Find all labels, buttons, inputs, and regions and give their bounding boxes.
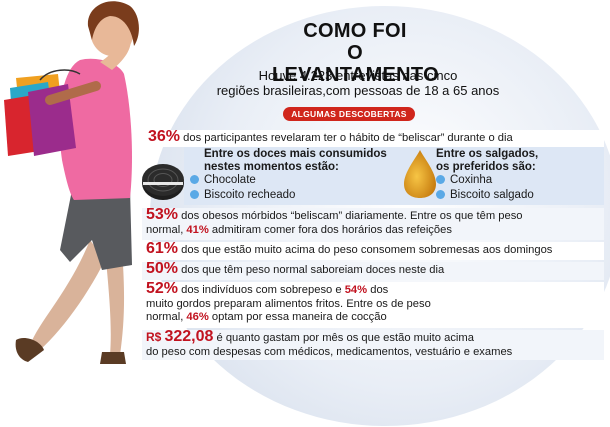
finding-text: dos obesos mórbidos “beliscam” diariamen… <box>178 210 523 222</box>
finding-monthly-spending: R$ 322,08 é quanto gastam por mês os que… <box>142 328 604 360</box>
section-badge: ALGUMAS DESCOBERTAS <box>283 107 415 121</box>
finding-sunday-desserts: 61% dos que estão muito acima do peso co… <box>142 240 604 260</box>
finding-text: é quanto gastam por mês os que estão mui… <box>213 332 474 344</box>
finding-value: 41% <box>186 223 209 236</box>
salty-title: Entre os salgados, os preferidos são: <box>436 148 538 173</box>
finding-text: normal, <box>146 223 187 236</box>
finding-text: normal, <box>146 311 187 323</box>
finding-normal-weight-sweets: 50% dos que têm peso normal saboreiam do… <box>142 260 604 280</box>
subtitle-line-2: regiões brasileiras,com pessoas de 18 a … <box>216 83 500 98</box>
finding-text: dos participantes revelaram ter o hábito… <box>180 132 513 144</box>
finding-value: 36% <box>148 128 181 145</box>
bullet-icon <box>436 190 445 199</box>
salty-item-label: Biscoito salgado <box>450 189 534 201</box>
list-item: Biscoito recheado <box>190 189 295 202</box>
finding-value: 50% <box>146 260 179 277</box>
finding-value: 53% <box>146 206 179 223</box>
page-title: COMO FOI O LEVANTAMENTO <box>272 20 439 86</box>
subtitle-line-1: Houve 4.223 entrevistas nas cinco <box>258 68 458 83</box>
sweets-item-label: Biscoito recheado <box>204 189 296 201</box>
finding-text: admitiram comer fora dos horários das re… <box>208 223 452 236</box>
finding-text: dos indivíduos com sobrepeso e <box>178 284 345 296</box>
finding-obese-snacking: 53% dos obesos mórbidos “beliscam” diari… <box>142 206 604 240</box>
list-item: Biscoito salgado <box>436 189 534 202</box>
finding-text: dos que estão muito acima do peso consom… <box>178 244 553 256</box>
sweets-title-line-2: nestes momentos estão: <box>204 160 339 173</box>
finding-value: 322,08 <box>164 328 214 345</box>
salty-title-line-1: Entre os salgados, <box>436 148 539 160</box>
preferred-foods-panel <box>184 147 604 205</box>
title-line-2: O LEVANTAMENTO <box>272 42 439 86</box>
finding-text: muito gordos preparam alimentos fritos. … <box>146 297 431 310</box>
sweets-item-label: Chocolate <box>204 174 256 186</box>
sweets-title-line-1: Entre os doces mais consumidos <box>204 148 387 160</box>
list-item: Coxinha <box>436 174 492 187</box>
bullet-icon <box>436 175 445 184</box>
finding-value: 46% <box>186 311 209 323</box>
cookie-icon <box>142 164 184 200</box>
bullet-icon <box>190 175 199 184</box>
sweets-title: Entre os doces mais consumidos nestes mo… <box>204 148 387 173</box>
finding-fried-food: 52% dos indivíduos com sobrepeso e 54% d… <box>142 280 604 328</box>
finding-text: dos <box>367 284 389 296</box>
finding-text: do peso com despesas com médicos, medica… <box>146 345 513 358</box>
bullet-icon <box>190 190 199 199</box>
currency-symbol: R$ <box>146 330 162 344</box>
finding-value: 54% <box>344 284 368 296</box>
finding-text: dos que têm peso normal saboreiam doces … <box>178 264 445 276</box>
coxinha-icon <box>404 150 436 198</box>
salty-title-line-2: os preferidos são: <box>436 160 536 173</box>
woman-with-shopping-bags-illustration <box>0 0 170 427</box>
list-item: Chocolate <box>190 174 256 187</box>
salty-item-label: Coxinha <box>450 174 493 186</box>
finding-value: 52% <box>146 280 179 297</box>
subtitle: Houve 4.223 entrevistas nas cinco regiõe… <box>198 68 518 98</box>
finding-snacking: 36% dos participantes revelaram ter o há… <box>142 128 604 147</box>
finding-value: 61% <box>146 240 179 257</box>
finding-text: optam por essa maneira de cocção <box>208 311 387 323</box>
title-line-1: COMO FOI <box>303 20 407 42</box>
